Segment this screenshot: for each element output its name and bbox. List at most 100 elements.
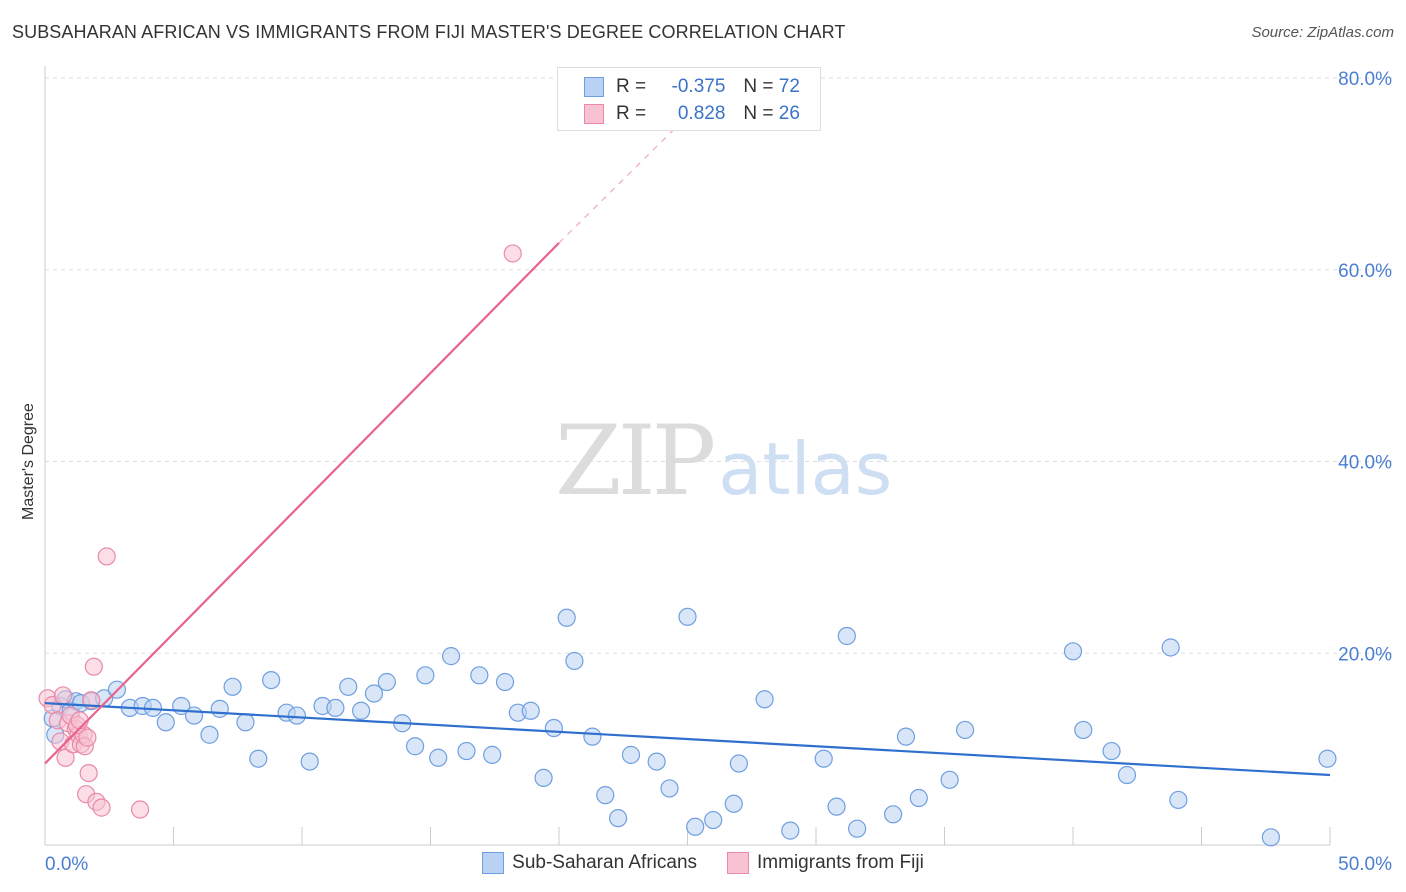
subsaharan-point [955,720,975,740]
source-label: Source: ZipAtlas.com [1251,24,1394,41]
fiji-point [84,657,103,676]
subsaharan-point [660,779,679,798]
y-tick-label: 40.0% [1338,453,1392,474]
correlation-stats-box: R = -0.375 N = 72 R = 0.828 N = 26 [557,67,821,131]
subsaharan-point [729,754,749,773]
subsaharan-point [1063,642,1083,661]
stats-row-fiji: R = 0.828 N = 26 [558,101,800,127]
subsaharan-point [236,713,255,732]
subsaharan-point [848,819,867,838]
subsaharan-point [156,713,175,732]
subsaharan-point [1261,828,1280,847]
watermark-atlas: atlas [718,427,893,511]
subsaharan-point [755,690,774,709]
subsaharan-point [724,794,743,813]
subsaharan-point [483,745,502,764]
subsaharan-point [1074,720,1093,740]
subsaharan-point [416,666,435,685]
legend-label-fiji: Immigrants from Fiji [757,852,924,873]
y-tick-label: 20.0% [1338,644,1392,665]
subsaharan-point [583,727,602,746]
legend-swatch-fiji [727,852,750,874]
subsaharan-point [647,752,666,771]
x-tick-label: 50.0% [1338,854,1392,875]
subsaharan-point [300,752,319,771]
chart-legend: Sub-Saharan Africans Immigrants from Fij… [0,852,1406,874]
stats-row-subsaharan: R = -0.375 N = 72 [558,74,800,100]
subsaharan-point [470,666,489,685]
stats-swatch-subsaharan [584,77,604,97]
subsaharan-point [184,706,204,725]
subsaharan-point [557,608,576,627]
legend-item-fiji[interactable]: Immigrants from Fiji [727,852,924,874]
subsaharan-point [1318,749,1337,768]
subsaharan-point [883,805,903,824]
subsaharan-point [249,749,268,768]
x-tick-label: 0.0% [45,854,88,875]
legend-swatch-subsaharan [482,852,505,874]
subsaharan-point [678,607,697,626]
subsaharan-point [495,672,515,692]
fiji-point [78,728,97,747]
chart-title: SUBSAHARAN AFRICAN VS IMMIGRANTS FROM FI… [12,22,846,42]
subsaharan-point [223,677,242,696]
subsaharan-point [837,626,856,646]
stats-n-value: 72 [778,76,800,97]
subsaharan-point [210,699,229,718]
subsaharan-point [429,748,448,767]
legend-item-subsaharan[interactable]: Sub-Saharan Africans [482,852,697,874]
subsaharan-point [596,786,615,805]
subsaharan-point [781,821,800,840]
fiji-point [130,800,150,819]
stats-swatch-fiji [584,104,604,124]
subsaharan-point [704,810,723,830]
subsaharan-point [686,817,705,836]
fiji-point [503,244,522,263]
subsaharan-point [814,749,833,768]
subsaharan-point [827,797,846,816]
fiji-point [92,798,111,817]
y-tick-label: 80.0% [1338,69,1392,90]
subsaharan-trend-line [44,702,1331,777]
fiji-point [56,748,75,767]
subsaharan-point [364,684,384,703]
stats-n-label: N = [743,76,774,97]
subsaharan-point [1161,638,1180,657]
subsaharan-point [1102,741,1121,761]
stats-n-value: 26 [778,103,800,124]
subsaharan-point [405,737,425,756]
subsaharan-point [940,770,959,789]
subsaharan-point [262,670,281,690]
subsaharan-point [200,725,219,744]
subsaharan-point [909,788,928,808]
stats-r-value: -0.375 [671,76,726,97]
stats-r-label: R = [616,76,647,97]
subsaharan-point [377,672,396,692]
stats-r-value: 0.828 [677,103,726,124]
fiji-point [79,763,98,783]
stats-n-label: N = [743,103,774,124]
subsaharan-point [441,647,461,666]
subsaharan-point [457,741,476,761]
subsaharan-point [534,768,553,787]
subsaharan-point [621,745,641,764]
stats-r-label: R = [616,103,647,124]
subsaharan-point [287,706,306,725]
subsaharan-point [352,701,371,720]
subsaharan-point [1117,765,1137,785]
fiji-point [70,711,89,730]
subsaharan-point [326,698,345,717]
subsaharan-point [521,701,540,720]
subsaharan-point [339,677,358,696]
y-tick-label: 60.0% [1338,261,1392,282]
subsaharan-point [544,718,563,738]
fiji-point [97,547,116,566]
y-axis-label: Master's Degree [20,403,37,520]
legend-label-subsaharan: Sub-Saharan Africans [512,852,698,873]
subsaharan-point [609,809,628,828]
fiji-point [53,686,73,705]
subsaharan-point [565,651,584,671]
subsaharan-point [1169,790,1188,810]
fiji-trend-line [44,242,560,765]
